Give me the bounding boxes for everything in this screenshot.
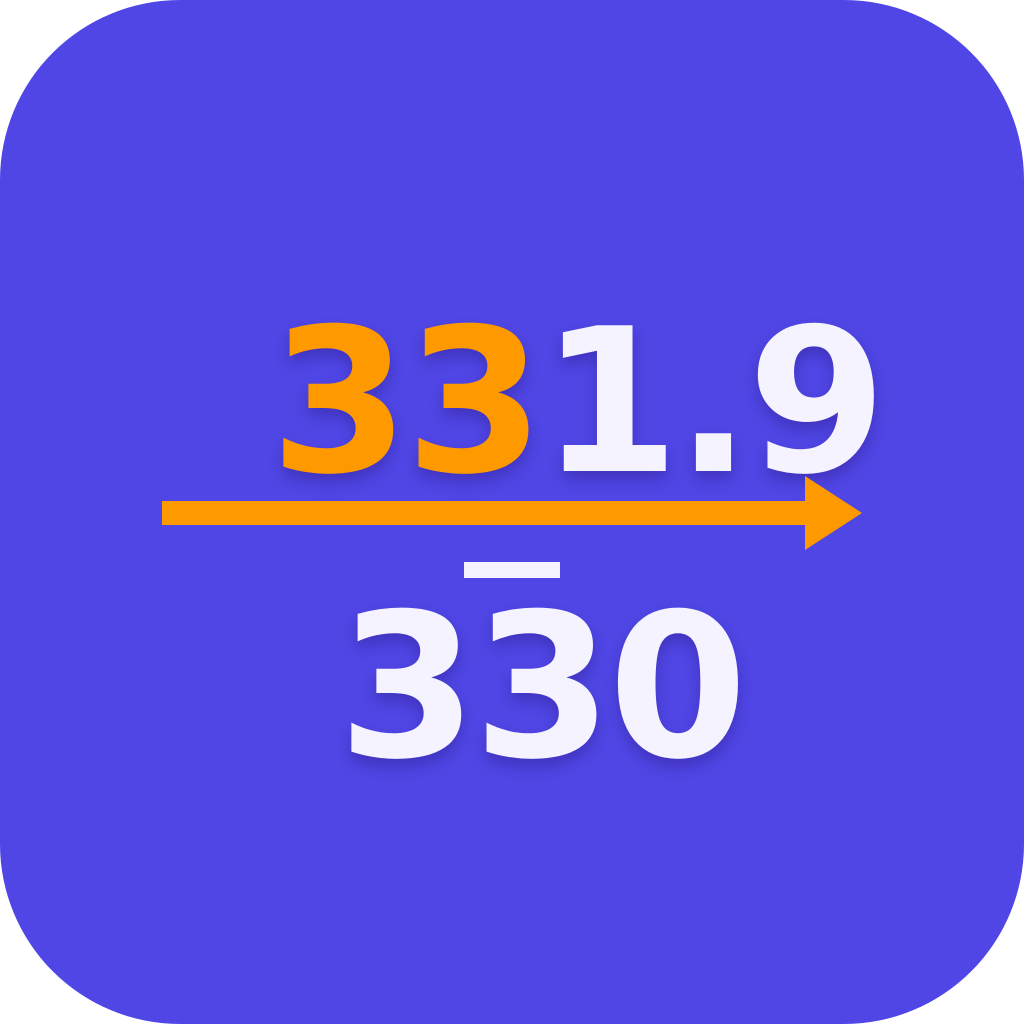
first-digit: 3 xyxy=(338,571,477,804)
overlined-digit: 3 xyxy=(473,571,612,804)
overline-bar xyxy=(464,562,560,578)
original-number: 331.9 xyxy=(270,303,887,503)
last-digit: 0 xyxy=(608,571,747,804)
rounded-number: 330 xyxy=(338,588,748,788)
highlighted-digits: 33 xyxy=(270,286,544,519)
remaining-digits: 1.9 xyxy=(540,286,886,519)
